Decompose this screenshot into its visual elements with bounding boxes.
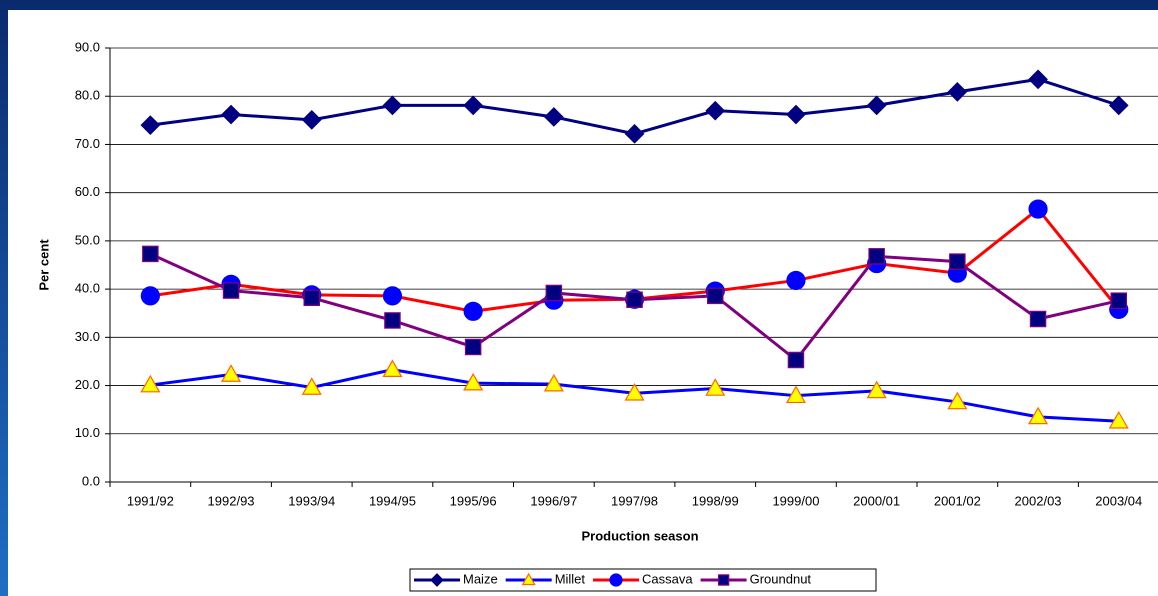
marker bbox=[384, 312, 401, 329]
marker bbox=[140, 286, 160, 306]
x-tick-label: 1994/95 bbox=[369, 493, 416, 508]
marker bbox=[221, 104, 241, 125]
marker bbox=[142, 245, 159, 263]
legend-label: Groundnut bbox=[750, 571, 812, 586]
marker bbox=[430, 573, 444, 587]
marker bbox=[544, 107, 564, 127]
marker bbox=[609, 573, 623, 587]
y-tick-label: 60.0 bbox=[75, 184, 100, 199]
marker bbox=[463, 372, 484, 391]
marker bbox=[1029, 310, 1047, 328]
marker bbox=[705, 100, 726, 121]
y-tick-label: 10.0 bbox=[75, 425, 100, 440]
marker bbox=[868, 248, 885, 265]
marker bbox=[221, 364, 242, 382]
x-tick-label: 1997/98 bbox=[611, 493, 658, 508]
x-tick-label: 1998/99 bbox=[692, 493, 739, 508]
y-tick-label: 50.0 bbox=[75, 232, 100, 247]
marker bbox=[382, 95, 403, 116]
marker bbox=[787, 351, 805, 369]
legend-label: Cassava bbox=[642, 571, 693, 586]
x-tick-label: 2003/04 bbox=[1095, 493, 1142, 508]
marker bbox=[786, 104, 806, 125]
x-tick-label: 2001/02 bbox=[934, 493, 981, 508]
marker bbox=[464, 338, 482, 356]
marker bbox=[1108, 411, 1129, 429]
x-tick-label: 1995/96 bbox=[450, 493, 497, 508]
marker bbox=[1028, 406, 1049, 425]
marker bbox=[1028, 69, 1048, 90]
x-tick-label: 1993/94 bbox=[288, 493, 335, 508]
y-tick-label: 70.0 bbox=[75, 136, 100, 151]
marker bbox=[624, 123, 645, 144]
marker bbox=[1110, 292, 1127, 309]
marker bbox=[706, 287, 724, 305]
x-tick-label: 1999/00 bbox=[772, 493, 819, 508]
x-tick-label: 2002/03 bbox=[1015, 493, 1062, 508]
marker bbox=[463, 95, 483, 116]
y-tick-label: 80.0 bbox=[75, 88, 100, 103]
x-axis-label: Production season bbox=[581, 528, 698, 543]
marker bbox=[785, 385, 806, 404]
x-tick-label: 1992/93 bbox=[208, 493, 255, 508]
x-tick-label: 2000/01 bbox=[853, 493, 900, 508]
marker bbox=[947, 391, 968, 410]
marker bbox=[949, 253, 966, 270]
chart-area bbox=[8, 10, 1158, 596]
marker bbox=[140, 115, 161, 136]
marker bbox=[301, 377, 322, 395]
y-tick-label: 20.0 bbox=[75, 377, 100, 392]
marker bbox=[1108, 95, 1129, 116]
marker bbox=[303, 289, 321, 307]
marker bbox=[545, 284, 563, 302]
marker bbox=[543, 373, 564, 392]
marker bbox=[705, 378, 726, 396]
y-tick-label: 90.0 bbox=[75, 39, 100, 54]
marker bbox=[786, 270, 806, 291]
marker bbox=[222, 282, 240, 299]
marker bbox=[624, 383, 645, 401]
legend-label: Millet bbox=[555, 571, 586, 586]
marker bbox=[1028, 199, 1048, 219]
marker bbox=[382, 359, 403, 377]
x-tick-label: 1991/92 bbox=[127, 493, 174, 508]
marker bbox=[140, 374, 161, 393]
marker bbox=[521, 572, 536, 586]
marker bbox=[626, 291, 643, 308]
marker bbox=[866, 95, 887, 116]
legend-box bbox=[409, 568, 877, 592]
marker bbox=[947, 82, 968, 102]
legend-label: Maize bbox=[463, 571, 498, 586]
y-tick-label: 40.0 bbox=[75, 281, 100, 296]
y-tick-label: 0.0 bbox=[82, 473, 100, 488]
marker bbox=[717, 574, 730, 586]
y-axis-label: Per cent bbox=[36, 239, 51, 291]
y-tick-label: 30.0 bbox=[75, 329, 100, 344]
marker bbox=[382, 286, 403, 306]
x-tick-label: 1996/97 bbox=[530, 493, 577, 508]
marker bbox=[463, 301, 483, 321]
marker bbox=[301, 110, 322, 130]
marker bbox=[866, 380, 887, 399]
